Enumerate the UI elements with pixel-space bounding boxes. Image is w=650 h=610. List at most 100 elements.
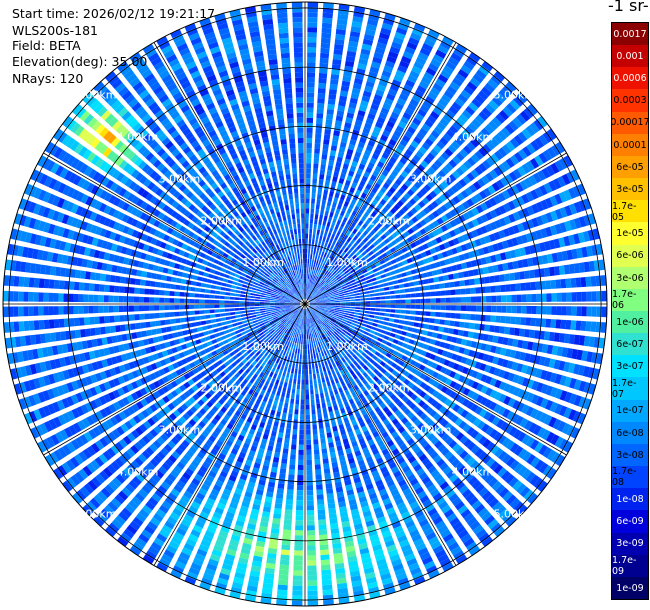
range-gate-cell [335, 241, 340, 247]
range-gate-cell [521, 128, 532, 140]
range-gate-cell [413, 61, 424, 70]
range-gate-cell [230, 534, 241, 542]
range-gate-cell [211, 405, 219, 413]
range-gate-cell [306, 459, 312, 466]
range-gate-cell [430, 311, 436, 317]
range-gate-cell [207, 422, 216, 430]
range-gate-cell [281, 453, 288, 459]
range-gate-cell [425, 95, 435, 105]
range-gate-cell [307, 62, 316, 68]
range-gate-cell [223, 414, 230, 422]
range-gate-cell [548, 266, 555, 277]
range-gate-cell [438, 98, 449, 108]
range-gate-cell [367, 179, 375, 186]
range-gate-cell [512, 338, 519, 348]
range-gate-cell [208, 493, 218, 501]
range-gate-cell [357, 271, 363, 277]
range-gate-cell [120, 532, 132, 543]
range-gate-cell [240, 331, 247, 336]
range-gate-cell [474, 193, 483, 202]
range-gate-cell [547, 449, 557, 461]
range-gate-cell [401, 355, 408, 361]
range-gate-cell [386, 93, 396, 101]
range-gate-cell [359, 368, 365, 374]
range-gate-cell [318, 318, 323, 323]
range-gate-cell [315, 352, 319, 359]
range-gate-cell [509, 154, 520, 166]
range-gate-cell [534, 330, 540, 339]
range-gate-cell [307, 323, 309, 329]
range-gate-cell [444, 451, 454, 460]
range-gate-cell [375, 300, 381, 304]
range-gate-cell [403, 408, 411, 416]
range-gate-cell [238, 375, 245, 382]
range-gate-cell [327, 503, 336, 509]
range-gate-cell [258, 448, 265, 455]
range-gate-cell [161, 553, 173, 563]
range-gate-cell [368, 108, 378, 116]
range-gate-cell [361, 95, 371, 103]
range-gate-cell [321, 37, 331, 44]
range-gate-cell [347, 45, 358, 53]
range-gate-cell [340, 516, 350, 523]
range-gate-cell [329, 150, 337, 156]
range-gate-cell [329, 308, 335, 310]
range-gate-cell [474, 150, 484, 160]
range-gate-cell [451, 353, 458, 361]
range-gate-cell [437, 155, 447, 164]
range-gate-cell [331, 69, 340, 75]
range-gate-cell [262, 464, 269, 472]
range-gate-cell [546, 128, 557, 141]
range-gate-cell [489, 209, 498, 219]
range-gate-cell [451, 458, 461, 468]
range-gate-cell [312, 254, 315, 260]
range-gate-cell [384, 60, 395, 69]
range-gate-cell [257, 484, 265, 491]
range-gate-cell [381, 252, 388, 258]
range-gate-cell [300, 409, 305, 415]
range-gate-cell [305, 248, 308, 254]
range-gate-cell [201, 395, 209, 403]
range-gate-cell [396, 572, 408, 581]
range-gate-cell [334, 298, 340, 301]
range-gate-cell [370, 254, 377, 260]
range-gate-cell [369, 66, 380, 74]
range-gate-cell [318, 309, 324, 312]
range-gate-cell [427, 484, 437, 493]
range-gate-cell [417, 108, 427, 118]
range-gate-cell [307, 27, 318, 33]
range-gate-cell [338, 249, 343, 255]
range-gate-cell [380, 375, 387, 382]
range-gate-cell [525, 125, 536, 137]
range-gate-cell [375, 244, 382, 251]
range-gate-cell [319, 387, 324, 394]
range-gate-cell [331, 400, 337, 406]
range-gate-cell [306, 294, 308, 300]
range-gate-cell [325, 301, 331, 303]
range-gate-cell [412, 482, 422, 491]
range-gate-cell [234, 329, 241, 335]
range-gate-cell [392, 107, 402, 115]
range-gate-cell [446, 513, 457, 523]
range-gate-cell [374, 46, 386, 55]
range-gate-cell [426, 152, 436, 161]
range-gate-cell [312, 424, 318, 430]
range-gate-cell [571, 306, 577, 316]
range-gate-cell [370, 174, 377, 182]
range-gate-cell [358, 542, 368, 550]
range-gate-cell [229, 418, 236, 426]
range-gate-cell [556, 306, 562, 316]
range-gate-cell [319, 57, 329, 64]
range-gate-cell [285, 428, 291, 434]
range-gate-cell [433, 144, 442, 154]
range-gate-cell [297, 374, 301, 380]
range-gate-cell [275, 498, 283, 504]
range-gate-cell [335, 208, 341, 215]
range-gate-cell [306, 313, 308, 319]
range-gate-cell [354, 309, 360, 313]
range-gate-cell [481, 61, 493, 72]
range-gate-cell [376, 398, 384, 406]
range-gate-cell [276, 437, 283, 443]
range-gate-cell [293, 570, 303, 576]
range-gate-cell [444, 368, 452, 376]
